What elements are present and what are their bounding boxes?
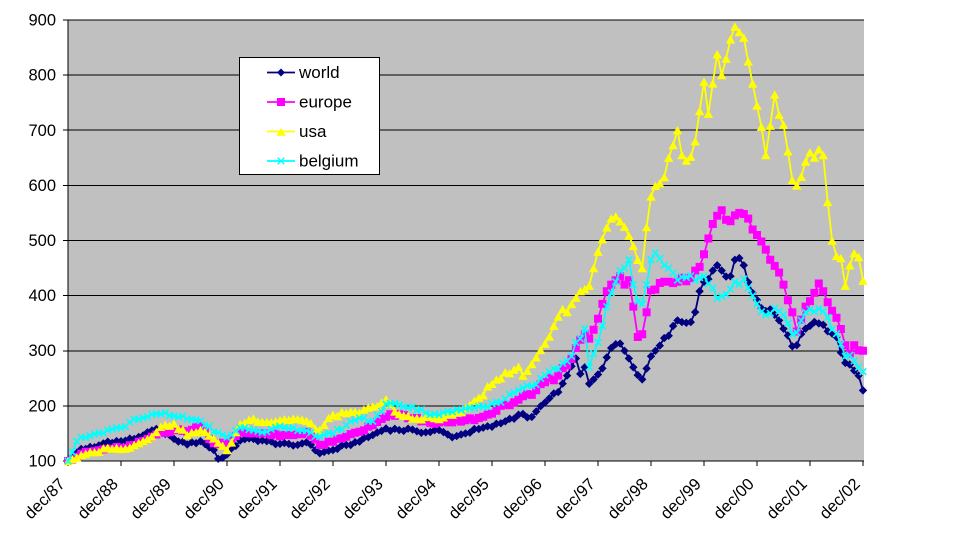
svg-text:world: world xyxy=(298,63,340,82)
svg-text:200: 200 xyxy=(28,397,56,415)
svg-text:500: 500 xyxy=(28,232,56,250)
svg-text:600: 600 xyxy=(28,177,56,195)
svg-text:900: 900 xyxy=(28,12,56,30)
svg-text:800: 800 xyxy=(28,67,56,85)
svg-text:100: 100 xyxy=(28,453,56,471)
svg-text:400: 400 xyxy=(28,287,56,305)
svg-text:belgium: belgium xyxy=(299,152,359,171)
svg-text:700: 700 xyxy=(28,122,56,140)
svg-text:europe: europe xyxy=(299,93,352,112)
svg-text:usa: usa xyxy=(299,122,327,141)
svg-text:300: 300 xyxy=(28,342,56,360)
